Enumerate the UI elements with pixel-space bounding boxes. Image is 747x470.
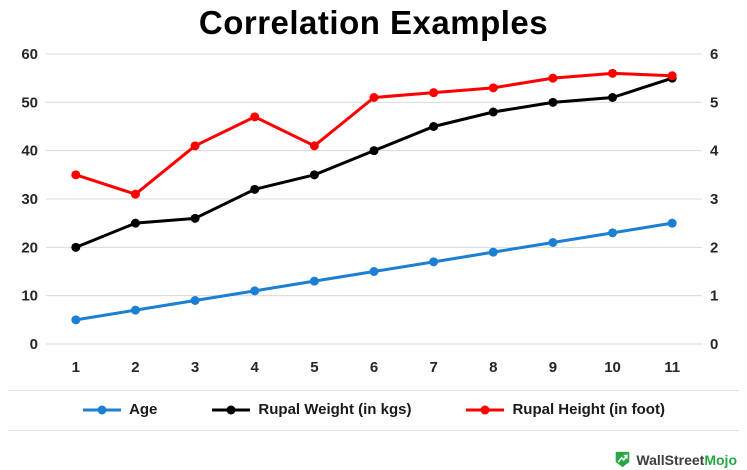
brand-name: WallStreetMojo <box>636 452 737 468</box>
plot-area: 0 10 20 30 40 50 60 0 1 2 3 4 5 6 1 2 3 4 5 6 7 8 9 10 11 <box>0 42 747 390</box>
svg-text:10: 10 <box>604 359 621 376</box>
legend-label-weight: Rupal Weight (in kgs) <box>258 401 412 418</box>
svg-text:60: 60 <box>21 46 38 63</box>
x-axis-labels: 1 2 3 4 5 6 7 8 9 10 11 <box>72 359 680 376</box>
legend-marker-height-icon <box>466 405 505 414</box>
svg-text:20: 20 <box>21 239 38 256</box>
legend-label-height: Rupal Height (in foot) <box>512 401 665 418</box>
y-axis-right-labels: 0 1 2 3 4 5 6 <box>710 46 719 353</box>
svg-text:0: 0 <box>30 336 38 353</box>
legend-marker-weight-icon <box>212 405 251 414</box>
wallstreetmojo-brand: WallStreetMojo <box>614 451 737 468</box>
svg-text:2: 2 <box>131 359 139 376</box>
wallstreetmojo-logo-icon <box>616 451 630 468</box>
svg-text:30: 30 <box>21 191 38 208</box>
legend-item-age: Age <box>82 401 157 418</box>
svg-text:4: 4 <box>710 143 719 160</box>
legend-item-weight: Rupal Weight (in kgs) <box>211 401 411 418</box>
line-chart: 0 10 20 30 40 50 60 0 1 2 3 4 5 6 1 2 3 4 5 6 7 8 9 10 11 <box>21 46 719 376</box>
svg-text:5: 5 <box>310 359 318 376</box>
svg-text:9: 9 <box>549 359 557 376</box>
svg-text:2: 2 <box>710 239 718 256</box>
legend-marker-age-icon <box>83 405 122 414</box>
svg-text:40: 40 <box>21 143 38 160</box>
svg-text:3: 3 <box>710 191 718 208</box>
svg-text:1: 1 <box>710 288 718 305</box>
series-rupal-weight-in-kgs- <box>71 73 677 252</box>
brand-name-part2: Mojo <box>704 451 737 468</box>
svg-text:8: 8 <box>489 359 497 376</box>
svg-text:3: 3 <box>191 359 199 376</box>
svg-text:0: 0 <box>710 336 718 353</box>
svg-text:5: 5 <box>710 94 718 111</box>
brand-name-part1: WallStreet <box>636 451 705 468</box>
svg-text:11: 11 <box>664 359 680 376</box>
svg-text:50: 50 <box>21 94 38 111</box>
svg-text:1: 1 <box>72 359 80 376</box>
y-axis-left-labels: 0 10 20 30 40 50 60 <box>21 46 38 353</box>
svg-text:6: 6 <box>710 46 718 63</box>
series-age <box>71 218 677 325</box>
svg-text:4: 4 <box>251 359 260 376</box>
series-rupal-height-in-foot- <box>71 68 677 199</box>
chart-title: Correlation Examples <box>198 4 549 41</box>
svg-text:6: 6 <box>370 359 378 376</box>
legend-label-age: Age <box>129 401 158 418</box>
svg-text:10: 10 <box>21 288 38 305</box>
legend-item-height: Rupal Height (in foot) <box>465 401 665 418</box>
svg-text:7: 7 <box>429 359 437 376</box>
chart-legend: Age Rupal Weight (in kgs) Rupal Height (… <box>8 390 739 431</box>
